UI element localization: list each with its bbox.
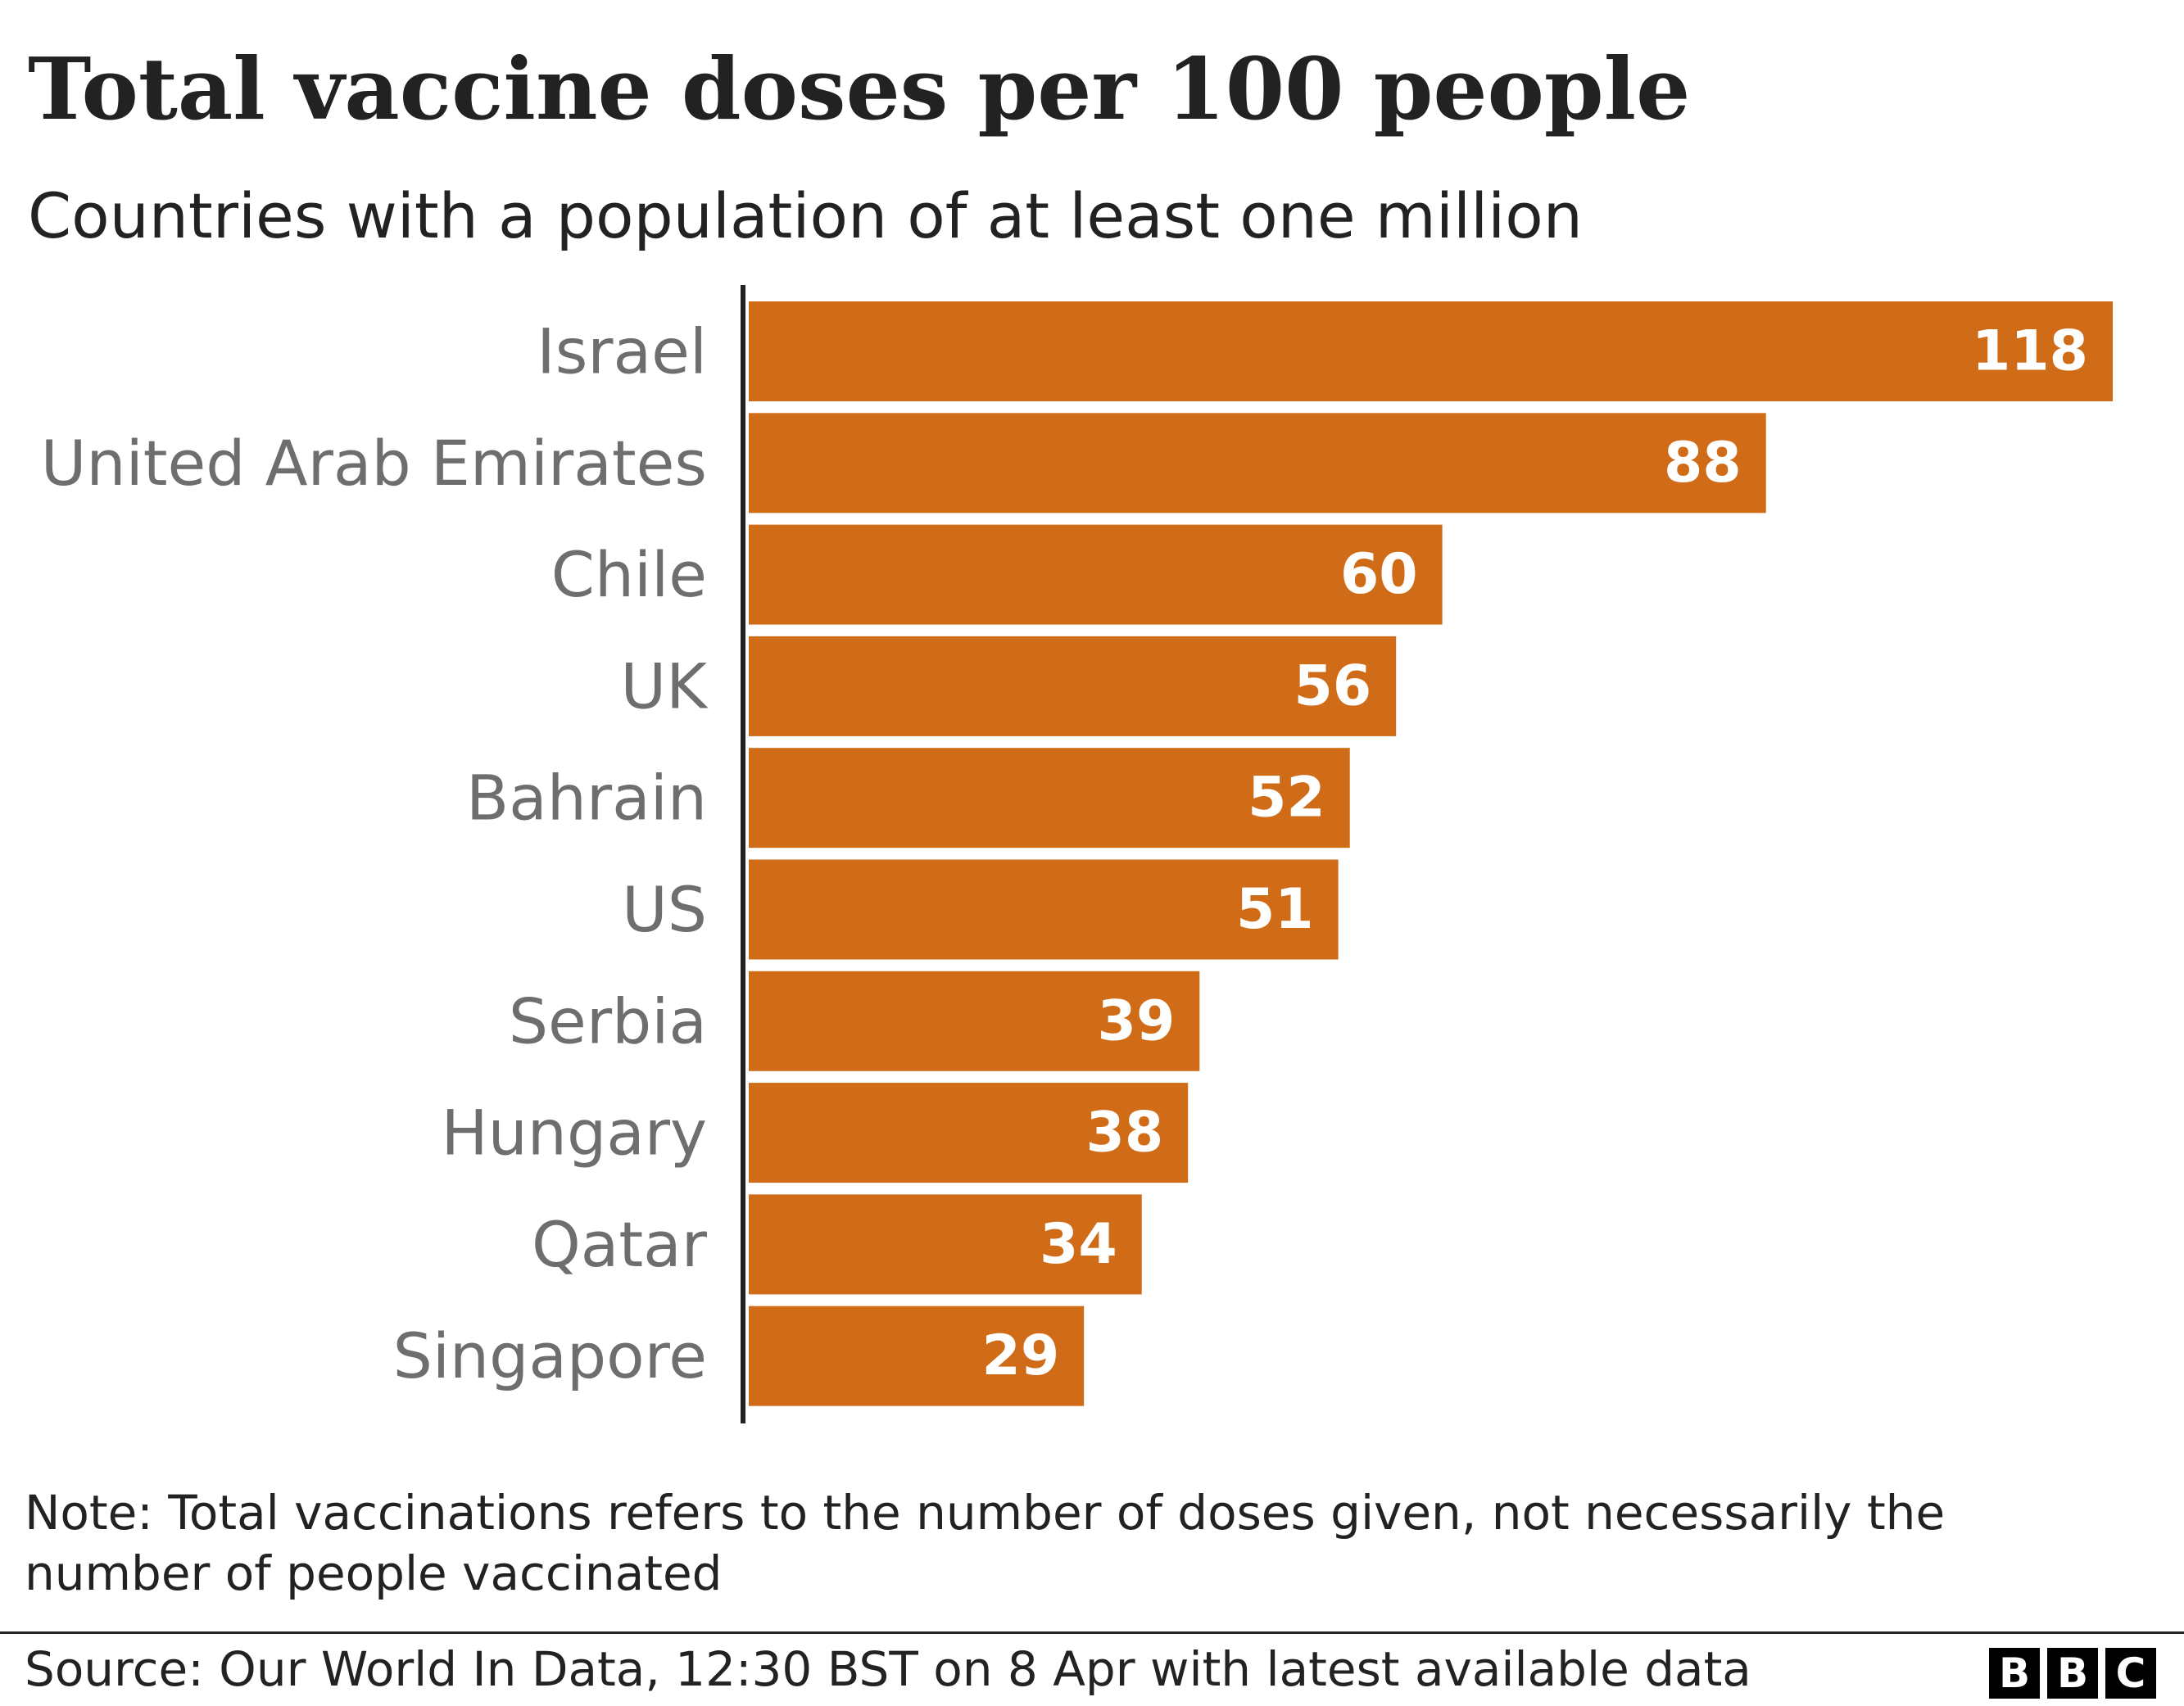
footer-divider	[0, 1631, 2184, 1634]
bar	[749, 1306, 1085, 1406]
bbc-logo-letter: C	[2105, 1648, 2156, 1699]
value-label: 39	[1098, 989, 1176, 1053]
chart-note: Note: Total vaccinations refers to the n…	[25, 1485, 1946, 1601]
value-label: 60	[1340, 542, 1418, 607]
value-label: 52	[1248, 766, 1325, 830]
bar	[749, 748, 1350, 848]
value-label: 29	[982, 1324, 1060, 1388]
bar	[749, 1194, 1142, 1295]
bar	[749, 301, 2113, 401]
source-text: Source: Our World In Data, 12:30 BST on …	[25, 1641, 1751, 1697]
bar	[749, 524, 1443, 625]
value-label: 38	[1086, 1101, 1164, 1165]
category-label: Singapore	[393, 1319, 707, 1392]
bar	[749, 413, 1766, 514]
category-label: Chile	[551, 538, 707, 611]
category-label: Israel	[537, 315, 707, 388]
bbc-logo-letter: B	[1989, 1648, 2040, 1699]
value-label: 118	[1972, 319, 2088, 384]
bar	[749, 859, 1339, 960]
value-label: 88	[1664, 431, 1742, 496]
value-label: 51	[1236, 877, 1314, 942]
bar	[749, 1083, 1189, 1183]
bar	[749, 636, 1397, 736]
bbc-logo: B B C	[1989, 1648, 2156, 1699]
category-label: Bahrain	[466, 762, 707, 835]
category-label: Qatar	[532, 1208, 708, 1281]
chart-subtitle: Countries with a population of at least …	[28, 179, 1583, 252]
category-label: Serbia	[509, 984, 707, 1057]
bbc-logo-letter: B	[2047, 1648, 2098, 1699]
category-label: UK	[621, 649, 709, 722]
bar	[749, 971, 1200, 1071]
category-label: US	[622, 873, 707, 946]
category-label: United Arab Emirates	[41, 427, 707, 500]
chart-title: Total vaccine doses per 100 people	[28, 38, 1691, 139]
category-label: Hungary	[441, 1097, 707, 1170]
value-label: 56	[1294, 654, 1372, 718]
value-label: 34	[1040, 1212, 1117, 1277]
